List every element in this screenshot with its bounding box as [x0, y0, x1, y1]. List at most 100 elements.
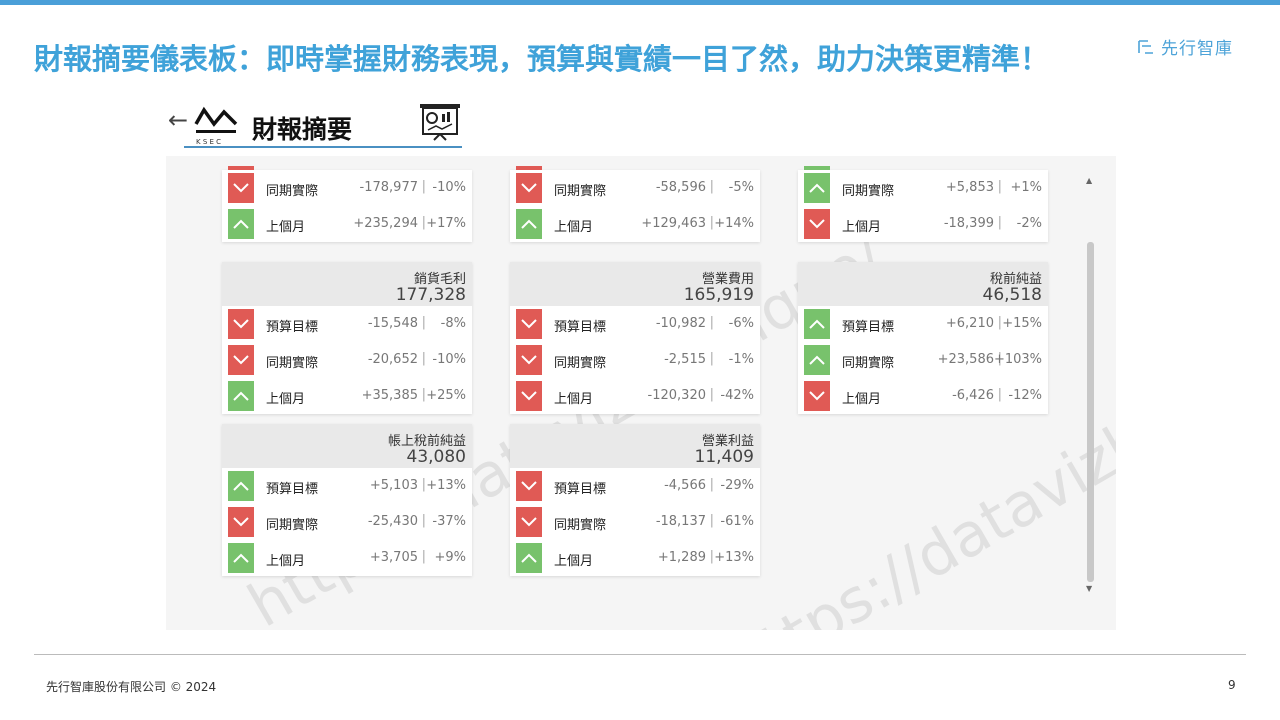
- metric-separator: |: [997, 315, 1002, 330]
- metric-percent: +103%: [993, 352, 1042, 367]
- scroll-up-arrow-icon[interactable]: ▲: [1086, 176, 1093, 185]
- chevron-down-icon: [228, 309, 254, 339]
- metric-row: 預算目標 +6,210 | +15%: [798, 306, 1048, 342]
- kpi-card-top-middle: 同期實際 -58,596 | -5% 上個月 +129,463 | +14%: [510, 166, 760, 242]
- metric-separator: |: [421, 315, 426, 330]
- metric-difference: +23,586: [937, 352, 994, 367]
- metric-separator: |: [709, 477, 714, 492]
- metric-separator: |: [421, 387, 426, 402]
- kpi-card-book-pretax-income: 帳上稅前純益 43,080 預算目標 +5,103 | +13% 同期實際 -25,430 | -…: [222, 424, 472, 576]
- metric-label: 同期實際: [266, 518, 319, 533]
- metric-difference: -10,982: [655, 316, 706, 331]
- kpi-value: 165,919: [683, 285, 754, 305]
- metric-percent: -37%: [432, 514, 466, 529]
- metric-label: 上個月: [554, 554, 594, 569]
- kpi-name: 帳上稅前純益: [387, 434, 466, 449]
- metric-separator: |: [709, 351, 714, 366]
- metric-label: 同期實際: [554, 518, 607, 533]
- metric-percent: -42%: [720, 388, 754, 403]
- metric-difference: -2,515: [664, 352, 706, 367]
- chevron-down-icon: [228, 173, 254, 203]
- chevron-down-icon: [228, 507, 254, 537]
- metric-row: 預算目標 +5,103 | +13%: [222, 468, 472, 504]
- chevron-down-icon: [516, 507, 542, 537]
- metric-difference: -20,652: [367, 352, 418, 367]
- metric-row: 預算目標 -10,982 | -6%: [510, 306, 760, 342]
- metric-label: 上個月: [266, 220, 306, 235]
- brand-name: 先行智庫: [1161, 39, 1233, 59]
- chevron-down-icon: [804, 381, 830, 411]
- kpi-card-operating-expense: 營業費用 165,919 預算目標 -10,982 | -6% 同期實際 -2,515 | -1%…: [510, 262, 760, 414]
- metric-difference: -58,596: [655, 180, 706, 195]
- footer-divider: [34, 654, 1246, 655]
- kpi-card-header: 營業利益 11,409: [510, 424, 760, 468]
- metric-separator: |: [421, 549, 426, 564]
- presentation-icon[interactable]: [418, 102, 462, 146]
- chevron-up-icon: [804, 173, 830, 203]
- summary-panel: https://datavizboutique/ https://dataviz…: [166, 156, 1116, 630]
- metric-separator: |: [709, 513, 714, 528]
- chevron-down-icon: [228, 345, 254, 375]
- metric-separator: |: [709, 549, 714, 564]
- metric-percent: -6%: [728, 316, 754, 331]
- metric-difference: +35,385: [361, 388, 418, 403]
- kpi-name: 銷貨毛利: [413, 272, 466, 287]
- kpi-card-operating-profit: 營業利益 11,409 預算目標 -4,566 | -29% 同期實際 -18,137 | -61…: [510, 424, 760, 576]
- metric-percent: -5%: [728, 180, 754, 195]
- metric-percent: +17%: [426, 216, 466, 231]
- brand-logo-icon: [1138, 39, 1153, 54]
- kpi-card-header: 稅前純益 46,518: [798, 262, 1048, 306]
- metric-row: 同期實際 -20,652 | -10%: [222, 342, 472, 378]
- metric-separator: |: [997, 351, 1002, 366]
- metric-separator: |: [421, 179, 426, 194]
- metric-label: 預算目標: [266, 482, 319, 497]
- metric-label: 同期實際: [266, 184, 319, 199]
- metric-row: 同期實際 -2,515 | -1%: [510, 342, 760, 378]
- metric-percent: +1%: [1010, 180, 1042, 195]
- scrollbar-thumb[interactable]: [1087, 242, 1094, 582]
- metric-separator: |: [421, 215, 426, 230]
- metric-label: 上個月: [266, 554, 306, 569]
- metric-separator: |: [421, 477, 426, 492]
- metric-row: 上個月 -120,320 | -42%: [510, 378, 760, 414]
- brand: 先行智庫: [1136, 34, 1233, 59]
- kpi-name: 營業利益: [701, 434, 754, 449]
- back-arrow-icon[interactable]: ←: [168, 106, 189, 134]
- metric-separator: |: [997, 179, 1002, 194]
- chevron-down-icon: [516, 471, 542, 501]
- metric-difference: -4,566: [664, 478, 706, 493]
- metric-label: 同期實際: [266, 356, 319, 371]
- metric-difference: -18,137: [655, 514, 706, 529]
- kpi-value: 177,328: [395, 285, 466, 305]
- metric-separator: |: [421, 513, 426, 528]
- metric-label: 上個月: [842, 220, 882, 235]
- metric-percent: -8%: [440, 316, 466, 331]
- metric-separator: |: [709, 179, 714, 194]
- metric-row: 上個月 +3,705 | +9%: [222, 540, 472, 576]
- metric-percent: +9%: [434, 550, 466, 565]
- metric-label: 預算目標: [842, 320, 895, 335]
- metric-label: 上個月: [266, 392, 306, 407]
- kpi-card-header: 銷貨毛利 177,328: [222, 262, 472, 306]
- company-logo-icon: K S E C: [194, 106, 238, 146]
- scroll-down-arrow-icon[interactable]: ▼: [1086, 584, 1093, 593]
- metric-row: 上個月 +35,385 | +25%: [222, 378, 472, 414]
- metric-row: 預算目標 -4,566 | -29%: [510, 468, 760, 504]
- metric-row: 上個月 +1,289 | +13%: [510, 540, 760, 576]
- metric-percent: +13%: [426, 478, 466, 493]
- metric-percent: -61%: [720, 514, 754, 529]
- metric-percent: -12%: [1008, 388, 1042, 403]
- metric-difference: +129,463: [641, 216, 706, 231]
- kpi-card-gross-profit: 銷貨毛利 177,328 預算目標 -15,548 | -8% 同期實際 -20,652 | -1…: [222, 262, 472, 414]
- metric-label: 預算目標: [266, 320, 319, 335]
- metric-label: 預算目標: [554, 482, 607, 497]
- chevron-up-icon: [228, 471, 254, 501]
- page-number: 9: [1228, 678, 1236, 692]
- chevron-up-icon: [804, 345, 830, 375]
- metric-separator: |: [421, 351, 426, 366]
- dashboard-window: ← K S E C 財報摘要 https://datavizboutique/ …: [166, 100, 1116, 630]
- chevron-up-icon: [804, 309, 830, 339]
- app-title: 財報摘要: [252, 115, 353, 144]
- metric-row: 同期實際 -18,137 | -61%: [510, 504, 760, 540]
- metric-row: 上個月 -18,399 | -2%: [798, 206, 1048, 242]
